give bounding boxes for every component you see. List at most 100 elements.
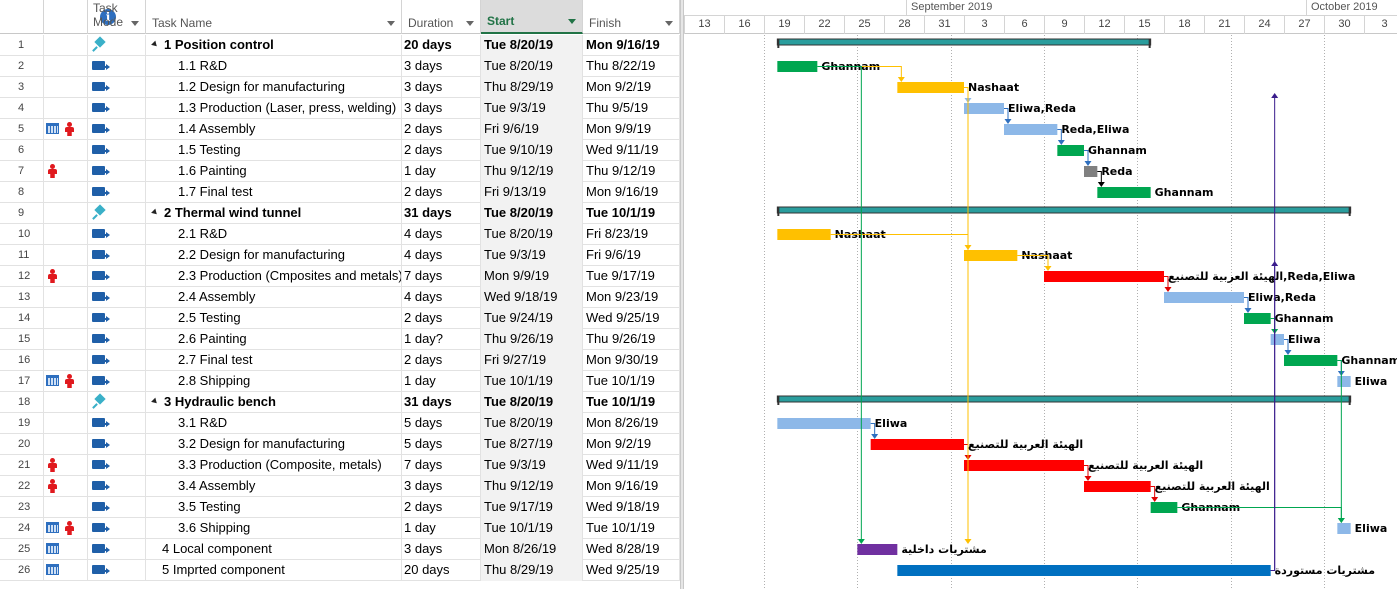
task-mode-cell[interactable] [88, 434, 146, 455]
start-cell[interactable]: Mon 9/9/19 [481, 266, 583, 287]
task-name-cell[interactable]: 2.4 Assembly [146, 287, 402, 308]
start-cell[interactable]: Fri 9/27/19 [481, 350, 583, 371]
start-cell[interactable]: Tue 10/1/19 [481, 518, 583, 539]
task-mode-cell[interactable] [88, 56, 146, 77]
row-id[interactable]: 3 [0, 77, 44, 98]
table-row[interactable]: 15 2.6 Painting 1 day? Thu 9/26/19 Thu 9/26/… [0, 329, 680, 350]
duration-cell[interactable]: 3 days [402, 56, 481, 77]
task-name-cell[interactable]: 3.2 Design for manufacturing [146, 434, 402, 455]
task-name-cell[interactable]: 3.6 Shipping [146, 518, 402, 539]
duration-cell[interactable]: 5 days [402, 434, 481, 455]
duration-cell[interactable]: 2 days [402, 308, 481, 329]
task-mode-cell[interactable] [88, 287, 146, 308]
table-row[interactable]: 20 3.2 Design for manufacturing 5 days Tue … [0, 434, 680, 455]
task-mode-cell[interactable] [88, 161, 146, 182]
table-row[interactable]: 25 4 Local component 3 days Mon 8/26/19 Wed … [0, 539, 680, 560]
task-mode-cell[interactable] [88, 182, 146, 203]
header-task-name[interactable]: Task Name [146, 0, 402, 34]
row-id[interactable]: 26 [0, 560, 44, 581]
row-id[interactable]: 8 [0, 182, 44, 203]
task-name-cell[interactable]: 3.1 R&D [146, 413, 402, 434]
start-cell[interactable]: Fri 9/6/19 [481, 119, 583, 140]
header-start[interactable]: Start [481, 0, 583, 34]
resource-overallocated-icon[interactable] [65, 521, 73, 535]
table-row[interactable]: 18 3 Hydraulic bench 31 days Tue 8/20/19 Tue… [0, 392, 680, 413]
header-duration[interactable]: Duration [402, 0, 481, 34]
calendar-icon[interactable] [46, 123, 59, 134]
start-cell[interactable]: Tue 8/20/19 [481, 392, 583, 413]
table-row[interactable]: 23 3.5 Testing 2 days Tue 9/17/19 Wed 9/18/1… [0, 497, 680, 518]
row-id[interactable]: 21 [0, 455, 44, 476]
table-row[interactable]: 12 2.3 Production (Cmposites and metals) 7… [0, 266, 680, 287]
task-mode-cell[interactable] [88, 518, 146, 539]
finish-cell[interactable]: Fri 8/23/19 [583, 224, 680, 245]
task-mode-cell[interactable] [88, 203, 146, 224]
finish-cell[interactable]: Mon 9/16/19 [583, 476, 680, 497]
duration-cell[interactable]: 20 days [402, 35, 481, 56]
finish-cell[interactable]: Tue 10/1/19 [583, 518, 680, 539]
duration-cell[interactable]: 1 day [402, 371, 481, 392]
task-name-cell[interactable]: 1.6 Painting [146, 161, 402, 182]
duration-cell[interactable]: 2 days [402, 350, 481, 371]
finish-cell[interactable]: Mon 9/16/19 [583, 35, 680, 56]
duration-cell[interactable]: 4 days [402, 224, 481, 245]
task-name-cell[interactable]: 2.8 Shipping [146, 371, 402, 392]
finish-cell[interactable]: Wed 9/11/19 [583, 140, 680, 161]
chevron-down-icon[interactable] [665, 21, 673, 26]
table-row[interactable]: 8 1.7 Final test 2 days Fri 9/13/19 Mon 9/16… [0, 182, 680, 203]
table-row[interactable]: 5 1.4 Assembly 2 days Fri 9/6/19 Mon 9/9/19 [0, 119, 680, 140]
duration-cell[interactable]: 31 days [402, 203, 481, 224]
task-name-cell[interactable]: 2.7 Final test [146, 350, 402, 371]
task-name-cell[interactable]: 2.6 Painting [146, 329, 402, 350]
table-row[interactable]: 24 3.6 Shipping 1 day Tue 10/1/19 Tue 10/1/1… [0, 518, 680, 539]
task-name-cell[interactable]: 3.4 Assembly [146, 476, 402, 497]
duration-cell[interactable]: 4 days [402, 287, 481, 308]
calendar-icon[interactable] [46, 522, 59, 533]
start-cell[interactable]: Tue 9/10/19 [481, 140, 583, 161]
table-row[interactable]: 17 2.8 Shipping 1 day Tue 10/1/19 Tue 10/1/1… [0, 371, 680, 392]
task-name-cell[interactable]: 2.3 Production (Cmposites and metals) [146, 266, 402, 287]
duration-cell[interactable]: 1 day? [402, 329, 481, 350]
finish-cell[interactable]: Mon 8/26/19 [583, 413, 680, 434]
task-mode-cell[interactable] [88, 308, 146, 329]
start-cell[interactable]: Tue 9/3/19 [481, 245, 583, 266]
table-row[interactable]: 6 1.5 Testing 2 days Tue 9/10/19 Wed 9/11/19 [0, 140, 680, 161]
chevron-down-icon[interactable] [568, 19, 576, 24]
row-id[interactable]: 9 [0, 203, 44, 224]
chevron-down-icon[interactable] [466, 21, 474, 26]
finish-cell[interactable]: Tue 10/1/19 [583, 203, 680, 224]
task-name-cell[interactable]: 3 Hydraulic bench [146, 392, 402, 413]
table-row[interactable]: 9 2 Thermal wind tunnel 31 days Tue 8/20/19… [0, 203, 680, 224]
row-id[interactable]: 12 [0, 266, 44, 287]
finish-cell[interactable]: Thu 9/26/19 [583, 329, 680, 350]
resource-overallocated-icon[interactable] [65, 122, 73, 136]
row-id[interactable]: 18 [0, 392, 44, 413]
table-row[interactable]: 22 3.4 Assembly 3 days Thu 9/12/19 Mon 9/16/… [0, 476, 680, 497]
task-name-cell[interactable]: 3.5 Testing [146, 497, 402, 518]
finish-cell[interactable]: Tue 9/17/19 [583, 266, 680, 287]
finish-cell[interactable]: Thu 9/5/19 [583, 98, 680, 119]
task-name-cell[interactable]: 1.3 Production (Laser, press, welding) [146, 98, 402, 119]
task-mode-cell[interactable] [88, 77, 146, 98]
resource-overallocated-icon[interactable] [48, 164, 56, 178]
start-cell[interactable]: Tue 9/3/19 [481, 455, 583, 476]
row-id[interactable]: 5 [0, 119, 44, 140]
table-row[interactable]: 21 3.3 Production (Composite, metals) 7 da… [0, 455, 680, 476]
duration-cell[interactable]: 7 days [402, 455, 481, 476]
row-id[interactable]: 25 [0, 539, 44, 560]
start-cell[interactable]: Tue 8/27/19 [481, 434, 583, 455]
duration-cell[interactable]: 5 days [402, 413, 481, 434]
task-name-cell[interactable]: 1.5 Testing [146, 140, 402, 161]
row-id[interactable]: 23 [0, 497, 44, 518]
row-id[interactable]: 11 [0, 245, 44, 266]
task-mode-cell[interactable] [88, 350, 146, 371]
finish-cell[interactable]: Mon 9/2/19 [583, 434, 680, 455]
table-row[interactable]: 16 2.7 Final test 2 days Fri 9/27/19 Mon 9/3… [0, 350, 680, 371]
collapse-triangle-icon[interactable] [151, 397, 159, 406]
task-name-cell[interactable]: 2 Thermal wind tunnel [146, 203, 402, 224]
duration-cell[interactable]: 1 day [402, 161, 481, 182]
finish-cell[interactable]: Thu 9/12/19 [583, 161, 680, 182]
duration-cell[interactable]: 2 days [402, 140, 481, 161]
finish-cell[interactable]: Mon 9/16/19 [583, 182, 680, 203]
task-name-cell[interactable]: 2.1 R&D [146, 224, 402, 245]
